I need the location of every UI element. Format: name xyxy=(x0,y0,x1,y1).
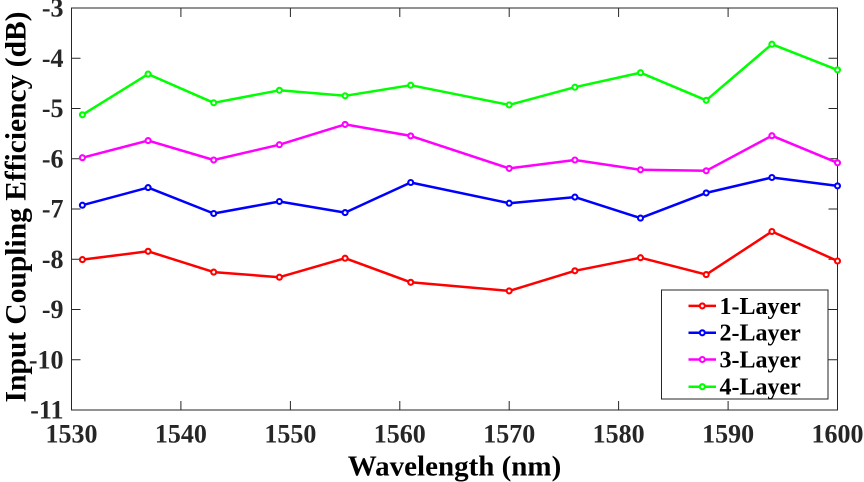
svg-text:-8: -8 xyxy=(42,245,64,274)
svg-text:1540: 1540 xyxy=(155,420,207,449)
svg-text:Wavelength (nm): Wavelength (nm) xyxy=(348,451,561,482)
svg-text:-10: -10 xyxy=(29,345,64,374)
svg-text:-6: -6 xyxy=(42,144,64,173)
svg-text:1580: 1580 xyxy=(593,420,645,449)
svg-text:Input Coupling Efficiency (dB): Input Coupling Efficiency (dB) xyxy=(1,12,33,403)
svg-text:-3: -3 xyxy=(42,0,64,23)
svg-text:1-Layer: 1-Layer xyxy=(720,294,802,320)
svg-text:-9: -9 xyxy=(42,295,64,324)
svg-text:1570: 1570 xyxy=(483,420,535,449)
svg-text:-7: -7 xyxy=(42,195,64,224)
svg-text:2-Layer: 2-Layer xyxy=(720,321,802,347)
svg-text:1550: 1550 xyxy=(264,420,316,449)
svg-text:1560: 1560 xyxy=(374,420,426,449)
svg-text:-11: -11 xyxy=(30,396,63,425)
svg-text:-5: -5 xyxy=(42,94,64,123)
svg-text:-4: -4 xyxy=(42,44,64,73)
svg-text:4-Layer: 4-Layer xyxy=(720,375,802,401)
svg-text:1590: 1590 xyxy=(702,420,754,449)
svg-text:3-Layer: 3-Layer xyxy=(720,347,802,373)
svg-text:1530: 1530 xyxy=(46,420,98,449)
svg-text:1600: 1600 xyxy=(812,420,864,449)
